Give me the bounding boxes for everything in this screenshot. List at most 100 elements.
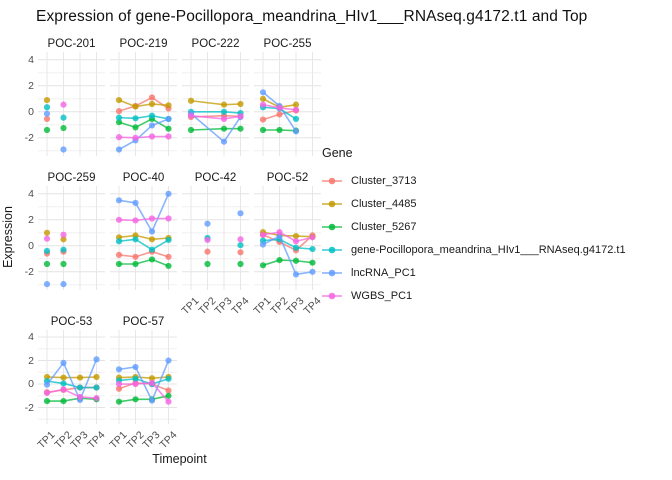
data-point bbox=[276, 111, 283, 118]
data-point bbox=[276, 104, 283, 111]
series-line bbox=[46, 376, 97, 379]
facet-panel bbox=[110, 330, 177, 424]
data-point bbox=[237, 242, 244, 249]
legend-label: gene-Pocillopora_meandrina_HIv1___RNAseq… bbox=[351, 243, 626, 256]
data-point bbox=[60, 281, 67, 288]
data-point bbox=[132, 396, 139, 403]
legend-key-icon bbox=[322, 246, 342, 253]
data-point bbox=[259, 241, 267, 248]
data-point bbox=[43, 126, 51, 134]
data-point bbox=[60, 101, 67, 108]
data-point bbox=[132, 134, 139, 141]
data-point bbox=[60, 374, 67, 381]
data-point bbox=[60, 359, 67, 366]
data-point bbox=[115, 97, 123, 104]
data-point bbox=[237, 100, 244, 108]
data-point bbox=[148, 236, 156, 243]
data-point bbox=[115, 114, 123, 121]
legend-label: Cluster_3713 bbox=[351, 174, 417, 187]
series-line bbox=[118, 193, 170, 234]
data-point bbox=[292, 115, 300, 123]
data-point bbox=[220, 115, 228, 123]
data-point bbox=[148, 256, 156, 263]
data-point bbox=[204, 220, 211, 227]
data-point bbox=[115, 216, 123, 223]
series-line bbox=[118, 135, 169, 139]
facet-strip-label: POC-52 bbox=[266, 172, 309, 184]
data-point bbox=[93, 384, 100, 391]
facet-panel bbox=[182, 186, 249, 290]
data-point bbox=[76, 384, 84, 391]
data-point bbox=[43, 115, 51, 123]
series-line bbox=[118, 114, 169, 120]
y-tick-label: -2 bbox=[24, 131, 34, 144]
y-tick-label: 0 bbox=[28, 378, 34, 391]
series-line bbox=[47, 397, 97, 402]
x-tick-labels: TP1 TP2 TP3 TP4 bbox=[251, 293, 323, 323]
series-line bbox=[262, 259, 313, 267]
data-point bbox=[148, 215, 156, 222]
data-point bbox=[43, 97, 51, 104]
data-point bbox=[292, 271, 300, 278]
y-tick-label: 4 bbox=[28, 53, 34, 66]
data-point bbox=[276, 257, 283, 264]
legend-entry: Cluster_3713 bbox=[322, 169, 626, 192]
legend-label: lncRNA_PC1 bbox=[351, 266, 416, 279]
y-tick-label: 4 bbox=[28, 331, 34, 344]
data-point bbox=[204, 236, 211, 244]
data-point bbox=[43, 281, 51, 288]
data-point bbox=[204, 260, 211, 268]
data-point bbox=[165, 253, 172, 260]
legend-entry: Cluster_5267 bbox=[322, 215, 626, 238]
data-point bbox=[115, 366, 123, 373]
facet-panel bbox=[110, 52, 177, 156]
data-point bbox=[165, 133, 172, 140]
data-point bbox=[60, 397, 67, 405]
data-point bbox=[43, 110, 51, 117]
data-point bbox=[165, 392, 172, 399]
facet-strip-label: POC-53 bbox=[50, 316, 93, 328]
legend-key-icon bbox=[322, 177, 342, 184]
data-point bbox=[165, 215, 172, 222]
facet-panel bbox=[254, 52, 321, 156]
plot-title: Expression of gene-Pocillopora_meandrina… bbox=[36, 8, 588, 25]
data-point bbox=[148, 246, 156, 253]
facet-panel bbox=[110, 186, 177, 290]
y-tick-label: 0 bbox=[28, 105, 34, 118]
data-point bbox=[165, 190, 172, 197]
data-point bbox=[237, 249, 244, 256]
facet-panel bbox=[182, 52, 249, 156]
legend-entry: lncRNA_PC1 bbox=[322, 261, 626, 284]
series-line bbox=[119, 258, 169, 267]
data-point bbox=[292, 238, 300, 245]
facet-panel bbox=[38, 186, 105, 290]
data-point bbox=[148, 100, 156, 108]
data-point bbox=[132, 363, 139, 371]
series-line bbox=[118, 395, 169, 403]
data-point bbox=[60, 124, 67, 132]
data-point bbox=[132, 236, 139, 243]
data-point bbox=[115, 385, 123, 392]
facet-strip-label: POC-40 bbox=[122, 172, 165, 184]
data-point bbox=[115, 260, 123, 268]
data-point bbox=[148, 122, 156, 129]
legend-key-icon bbox=[322, 223, 342, 230]
series-line bbox=[118, 99, 169, 108]
data-point bbox=[187, 126, 195, 134]
data-point bbox=[60, 260, 67, 268]
data-point bbox=[148, 375, 156, 382]
series-line bbox=[190, 99, 241, 106]
data-point bbox=[220, 101, 228, 108]
data-point bbox=[187, 97, 195, 104]
data-point bbox=[115, 398, 123, 405]
data-point bbox=[132, 124, 139, 131]
series-line bbox=[118, 118, 169, 151]
data-point bbox=[115, 380, 123, 388]
data-point bbox=[165, 115, 172, 123]
data-point bbox=[165, 102, 172, 109]
data-point bbox=[60, 236, 67, 243]
series-line bbox=[118, 376, 169, 379]
data-point bbox=[259, 126, 267, 134]
data-point bbox=[43, 235, 51, 242]
